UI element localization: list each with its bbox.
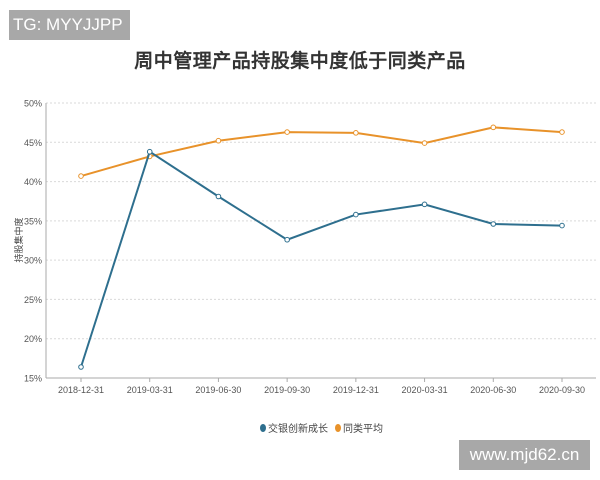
legend-dot-icon	[335, 423, 341, 432]
x-tick-label: 2019-06-30	[195, 385, 241, 395]
x-tick-label: 2020-03-31	[402, 385, 448, 395]
y-tick-label: 45%	[24, 138, 42, 148]
chart-title: 周中管理产品持股集中度低于同类产品	[134, 50, 466, 72]
data-point[interactable]	[421, 201, 428, 208]
x-tick-label: 2019-09-30	[264, 385, 310, 395]
data-point[interactable]	[215, 193, 222, 200]
data-point[interactable]	[490, 221, 497, 227]
data-point[interactable]	[353, 211, 359, 218]
legend: 交银创新成长 同类平均	[260, 420, 386, 435]
y-tick-label: 50%	[24, 99, 42, 109]
y-tick-label: 40%	[24, 177, 42, 187]
data-point[interactable]	[78, 364, 84, 370]
data-point[interactable]	[353, 130, 359, 136]
series-line-2	[80, 126, 563, 178]
x-tick-label: 2020-09-30	[539, 385, 585, 395]
x-tick-label: 2018-12-31	[58, 385, 104, 395]
legend-label: 同类平均	[343, 424, 383, 435]
watermark-bottom-right: www.mjd62.cn	[459, 440, 590, 470]
legend-item-series2[interactable]: 同类平均	[335, 420, 383, 435]
legend-item-series1[interactable]: 交银创新成长	[260, 420, 328, 435]
y-tick-label: 25%	[24, 295, 42, 305]
data-point[interactable]	[215, 137, 222, 144]
y-tick-label: 30%	[24, 256, 42, 266]
data-point[interactable]	[284, 236, 290, 243]
data-point[interactable]	[559, 129, 565, 135]
y-tick-label: 35%	[24, 216, 42, 226]
data-point[interactable]	[421, 140, 428, 146]
x-tick-label: 2020-06-30	[470, 385, 516, 395]
y-tick-label: 20%	[24, 334, 42, 344]
x-tick-label: 2019-12-31	[333, 385, 379, 395]
legend-dot-icon	[260, 423, 266, 432]
data-point[interactable]	[146, 148, 153, 155]
watermark-top-left: TG: MYYJJPP	[9, 10, 130, 40]
data-point[interactable]	[490, 124, 497, 131]
data-point[interactable]	[78, 173, 84, 179]
y-axis-label: 持股集中度	[13, 217, 25, 262]
y-tick-label: 15%	[24, 374, 42, 384]
legend-label: 交银创新成长	[268, 424, 328, 435]
data-point[interactable]	[559, 222, 565, 229]
x-tick-label: 2019-03-31	[127, 385, 173, 395]
data-point[interactable]	[284, 129, 290, 135]
series-line-1	[80, 150, 563, 368]
